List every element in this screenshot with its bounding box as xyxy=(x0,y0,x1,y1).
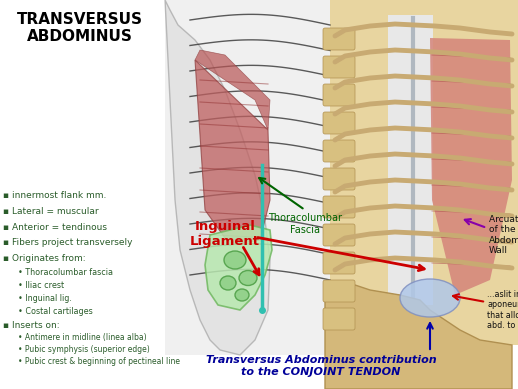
FancyBboxPatch shape xyxy=(323,224,355,246)
Polygon shape xyxy=(205,225,272,310)
FancyBboxPatch shape xyxy=(323,140,355,162)
Polygon shape xyxy=(165,0,270,355)
FancyBboxPatch shape xyxy=(323,84,355,106)
Polygon shape xyxy=(195,60,270,245)
Text: Arcuate Line
of the
Abdominal
Wall: Arcuate Line of the Abdominal Wall xyxy=(489,215,518,255)
Text: ▪ Inserts on:: ▪ Inserts on: xyxy=(3,321,59,330)
Text: • Costal cartilages: • Costal cartilages xyxy=(18,307,93,315)
Polygon shape xyxy=(430,38,512,295)
Text: Transversus Abdominus contribution
to the CONJOINT TENDON: Transversus Abdominus contribution to th… xyxy=(206,355,436,377)
FancyBboxPatch shape xyxy=(388,15,433,305)
Text: Inguinal
Ligament: Inguinal Ligament xyxy=(190,220,260,248)
Text: ▪ innermost flank mm.: ▪ innermost flank mm. xyxy=(3,191,106,200)
Ellipse shape xyxy=(239,270,257,286)
Ellipse shape xyxy=(220,276,236,290)
Text: ▪ Fibers project transversely: ▪ Fibers project transversely xyxy=(3,238,132,247)
FancyBboxPatch shape xyxy=(325,0,518,345)
Text: Thoracolumbar
Fascia: Thoracolumbar Fascia xyxy=(268,213,342,235)
FancyBboxPatch shape xyxy=(323,28,355,50)
Text: • Pubic crest & beginning of pectineal line: • Pubic crest & beginning of pectineal l… xyxy=(18,357,180,366)
Text: ▪ Anterior = tendinous: ▪ Anterior = tendinous xyxy=(3,223,107,231)
Ellipse shape xyxy=(400,279,460,317)
Ellipse shape xyxy=(224,251,246,269)
FancyBboxPatch shape xyxy=(323,112,355,134)
Ellipse shape xyxy=(235,289,249,301)
Text: ▪ Originates from:: ▪ Originates from: xyxy=(3,254,85,263)
Text: TRANSVERSUS
ABDOMINUS: TRANSVERSUS ABDOMINUS xyxy=(17,12,143,44)
FancyBboxPatch shape xyxy=(323,196,355,218)
Text: • Pubic symphysis (superior edge): • Pubic symphysis (superior edge) xyxy=(18,345,150,354)
Polygon shape xyxy=(195,50,270,130)
FancyBboxPatch shape xyxy=(165,0,330,355)
Text: ▪ Lateral = muscular: ▪ Lateral = muscular xyxy=(3,207,98,216)
FancyBboxPatch shape xyxy=(323,308,355,330)
FancyBboxPatch shape xyxy=(323,56,355,78)
Text: • Antimere in midline (linea alba): • Antimere in midline (linea alba) xyxy=(18,333,147,342)
FancyBboxPatch shape xyxy=(323,280,355,302)
FancyBboxPatch shape xyxy=(323,252,355,274)
Text: • Iliac crest: • Iliac crest xyxy=(18,281,64,290)
Text: • Inguinal lig.: • Inguinal lig. xyxy=(18,294,72,303)
Text: • Thoracolumbar fascia: • Thoracolumbar fascia xyxy=(18,268,113,277)
FancyBboxPatch shape xyxy=(323,168,355,190)
Polygon shape xyxy=(325,285,512,389)
Text: ...aslit in the
aponeurosis
that allows rectus
abd. to pass: ...aslit in the aponeurosis that allows … xyxy=(487,290,518,330)
